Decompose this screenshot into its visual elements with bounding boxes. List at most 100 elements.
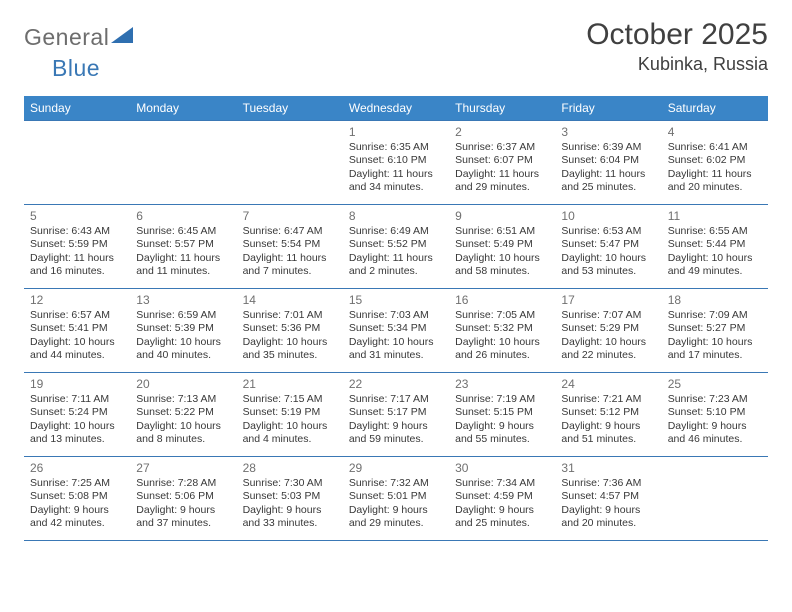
day-info: Sunrise: 6:45 AMSunset: 5:57 PMDaylight:…	[136, 225, 230, 279]
day-info: Sunrise: 6:49 AMSunset: 5:52 PMDaylight:…	[349, 225, 443, 279]
day-info: Sunrise: 6:41 AMSunset: 6:02 PMDaylight:…	[668, 141, 762, 195]
day-number: 6	[136, 209, 230, 223]
weekday-header: Monday	[130, 96, 236, 121]
calendar-table: SundayMondayTuesdayWednesdayThursdayFrid…	[24, 96, 768, 541]
calendar-day-cell: 1Sunrise: 6:35 AMSunset: 6:10 PMDaylight…	[343, 121, 449, 205]
day-number: 27	[136, 461, 230, 475]
weekday-header: Thursday	[449, 96, 555, 121]
day-info: Sunrise: 7:25 AMSunset: 5:08 PMDaylight:…	[30, 477, 124, 531]
day-info: Sunrise: 6:43 AMSunset: 5:59 PMDaylight:…	[30, 225, 124, 279]
calendar-day-cell: 19Sunrise: 7:11 AMSunset: 5:24 PMDayligh…	[24, 373, 130, 457]
calendar-day-cell: 13Sunrise: 6:59 AMSunset: 5:39 PMDayligh…	[130, 289, 236, 373]
calendar-day-cell: 8 Sunrise: 6:49 AMSunset: 5:52 PMDaylight…	[343, 205, 449, 289]
day-number: 21	[243, 377, 337, 391]
calendar-week-row: 26 Sunrise: 7:25 AMSunset: 5:08 PMDayligh…	[24, 457, 768, 541]
calendar-week-row: 12Sunrise: 6:57 AMSunset: 5:41 PMDayligh…	[24, 289, 768, 373]
day-info: Sunrise: 7:19 AMSunset: 5:15 PMDaylight:…	[455, 393, 549, 447]
calendar-empty-cell	[237, 121, 343, 205]
day-info: Sunrise: 7:21 AMSunset: 5:12 PMDaylight:…	[561, 393, 655, 447]
calendar-day-cell: 28 Sunrise: 7:30 AMSunset: 5:03 PMDayligh…	[237, 457, 343, 541]
day-info: Sunrise: 7:34 AMSunset: 4:59 PMDaylight:…	[455, 477, 549, 531]
logo-text-first: General	[24, 24, 109, 51]
day-info: Sunrise: 7:03 AMSunset: 5:34 PMDaylight:…	[349, 309, 443, 363]
logo-text-second: Blue	[52, 55, 100, 81]
day-number: 3	[561, 125, 655, 139]
day-info: Sunrise: 6:55 AMSunset: 5:44 PMDaylight:…	[668, 225, 762, 279]
calendar-day-cell: 6 Sunrise: 6:45 AMSunset: 5:57 PMDaylight…	[130, 205, 236, 289]
day-info: Sunrise: 6:47 AMSunset: 5:54 PMDaylight:…	[243, 225, 337, 279]
logo: General	[24, 18, 135, 51]
day-number: 5	[30, 209, 124, 223]
day-info: Sunrise: 6:37 AMSunset: 6:07 PMDaylight:…	[455, 141, 549, 195]
calendar-day-cell: 20Sunrise: 7:13 AMSunset: 5:22 PMDayligh…	[130, 373, 236, 457]
calendar-day-cell: 2Sunrise: 6:37 AMSunset: 6:07 PMDaylight…	[449, 121, 555, 205]
day-number: 17	[561, 293, 655, 307]
calendar-day-cell: 23 Sunrise: 7:19 AMSunset: 5:15 PMDayligh…	[449, 373, 555, 457]
calendar-day-cell: 14 Sunrise: 7:01 AMSunset: 5:36 PMDayligh…	[237, 289, 343, 373]
weekday-header: Sunday	[24, 96, 130, 121]
month-title: October 2025	[586, 18, 768, 52]
calendar-week-row: 19Sunrise: 7:11 AMSunset: 5:24 PMDayligh…	[24, 373, 768, 457]
calendar-day-cell: 11 Sunrise: 6:55 AMSunset: 5:44 PMDayligh…	[662, 205, 768, 289]
calendar-day-cell: 5 Sunrise: 6:43 AMSunset: 5:59 PMDaylight…	[24, 205, 130, 289]
day-info: Sunrise: 7:01 AMSunset: 5:36 PMDaylight:…	[243, 309, 337, 363]
day-info: Sunrise: 6:57 AMSunset: 5:41 PMDaylight:…	[30, 309, 124, 363]
day-number: 7	[243, 209, 337, 223]
day-number: 25	[668, 377, 762, 391]
logo-triangle-icon	[111, 25, 133, 50]
calendar-day-cell: 31Sunrise: 7:36 AMSunset: 4:57 PMDayligh…	[555, 457, 661, 541]
day-info: Sunrise: 7:30 AMSunset: 5:03 PMDaylight:…	[243, 477, 337, 531]
day-number: 30	[455, 461, 549, 475]
day-number: 10	[561, 209, 655, 223]
calendar-day-cell: 17Sunrise: 7:07 AMSunset: 5:29 PMDayligh…	[555, 289, 661, 373]
day-info: Sunrise: 7:13 AMSunset: 5:22 PMDaylight:…	[136, 393, 230, 447]
day-info: Sunrise: 7:32 AMSunset: 5:01 PMDaylight:…	[349, 477, 443, 531]
day-info: Sunrise: 6:39 AMSunset: 6:04 PMDaylight:…	[561, 141, 655, 195]
calendar-day-cell: 9 Sunrise: 6:51 AMSunset: 5:49 PMDaylight…	[449, 205, 555, 289]
day-info: Sunrise: 7:05 AMSunset: 5:32 PMDaylight:…	[455, 309, 549, 363]
calendar-day-cell: 10Sunrise: 6:53 AMSunset: 5:47 PMDayligh…	[555, 205, 661, 289]
day-number: 4	[668, 125, 762, 139]
day-number: 23	[455, 377, 549, 391]
calendar-page: General October 2025 Kubinka, Russia Blu…	[0, 0, 792, 541]
calendar-week-row: 1Sunrise: 6:35 AMSunset: 6:10 PMDaylight…	[24, 121, 768, 205]
day-number: 16	[455, 293, 549, 307]
calendar-day-cell: 3 Sunrise: 6:39 AMSunset: 6:04 PMDaylight…	[555, 121, 661, 205]
day-info: Sunrise: 7:23 AMSunset: 5:10 PMDaylight:…	[668, 393, 762, 447]
weekday-header: Friday	[555, 96, 661, 121]
day-info: Sunrise: 6:35 AMSunset: 6:10 PMDaylight:…	[349, 141, 443, 195]
calendar-day-cell: 30 Sunrise: 7:34 AMSunset: 4:59 PMDayligh…	[449, 457, 555, 541]
day-number: 19	[30, 377, 124, 391]
calendar-day-cell: 21 Sunrise: 7:15 AMSunset: 5:19 PMDayligh…	[237, 373, 343, 457]
location: Kubinka, Russia	[586, 54, 768, 75]
calendar-empty-cell	[662, 457, 768, 541]
day-number: 24	[561, 377, 655, 391]
calendar-empty-cell	[24, 121, 130, 205]
calendar-body: 1Sunrise: 6:35 AMSunset: 6:10 PMDaylight…	[24, 121, 768, 541]
day-number: 26	[30, 461, 124, 475]
day-info: Sunrise: 7:17 AMSunset: 5:17 PMDaylight:…	[349, 393, 443, 447]
day-info: Sunrise: 7:09 AMSunset: 5:27 PMDaylight:…	[668, 309, 762, 363]
day-info: Sunrise: 7:15 AMSunset: 5:19 PMDaylight:…	[243, 393, 337, 447]
day-number: 14	[243, 293, 337, 307]
calendar-day-cell: 15 Sunrise: 7:03 AMSunset: 5:34 PMDayligh…	[343, 289, 449, 373]
day-number: 28	[243, 461, 337, 475]
calendar-week-row: 5 Sunrise: 6:43 AMSunset: 5:59 PMDaylight…	[24, 205, 768, 289]
day-number: 8	[349, 209, 443, 223]
calendar-day-cell: 22Sunrise: 7:17 AMSunset: 5:17 PMDayligh…	[343, 373, 449, 457]
calendar-day-cell: 16 Sunrise: 7:05 AMSunset: 5:32 PMDayligh…	[449, 289, 555, 373]
day-number: 15	[349, 293, 443, 307]
calendar-day-cell: 26 Sunrise: 7:25 AMSunset: 5:08 PMDayligh…	[24, 457, 130, 541]
day-number: 11	[668, 209, 762, 223]
day-number: 31	[561, 461, 655, 475]
title-block: October 2025 Kubinka, Russia	[586, 18, 768, 75]
calendar-day-cell: 12Sunrise: 6:57 AMSunset: 5:41 PMDayligh…	[24, 289, 130, 373]
weekday-header: Tuesday	[237, 96, 343, 121]
calendar-day-cell: 24 Sunrise: 7:21 AMSunset: 5:12 PMDayligh…	[555, 373, 661, 457]
calendar-day-cell: 7 Sunrise: 6:47 AMSunset: 5:54 PMDaylight…	[237, 205, 343, 289]
calendar-day-cell: 4 Sunrise: 6:41 AMSunset: 6:02 PMDaylight…	[662, 121, 768, 205]
weekday-header: Saturday	[662, 96, 768, 121]
day-number: 9	[455, 209, 549, 223]
calendar-empty-cell	[130, 121, 236, 205]
day-info: Sunrise: 6:51 AMSunset: 5:49 PMDaylight:…	[455, 225, 549, 279]
